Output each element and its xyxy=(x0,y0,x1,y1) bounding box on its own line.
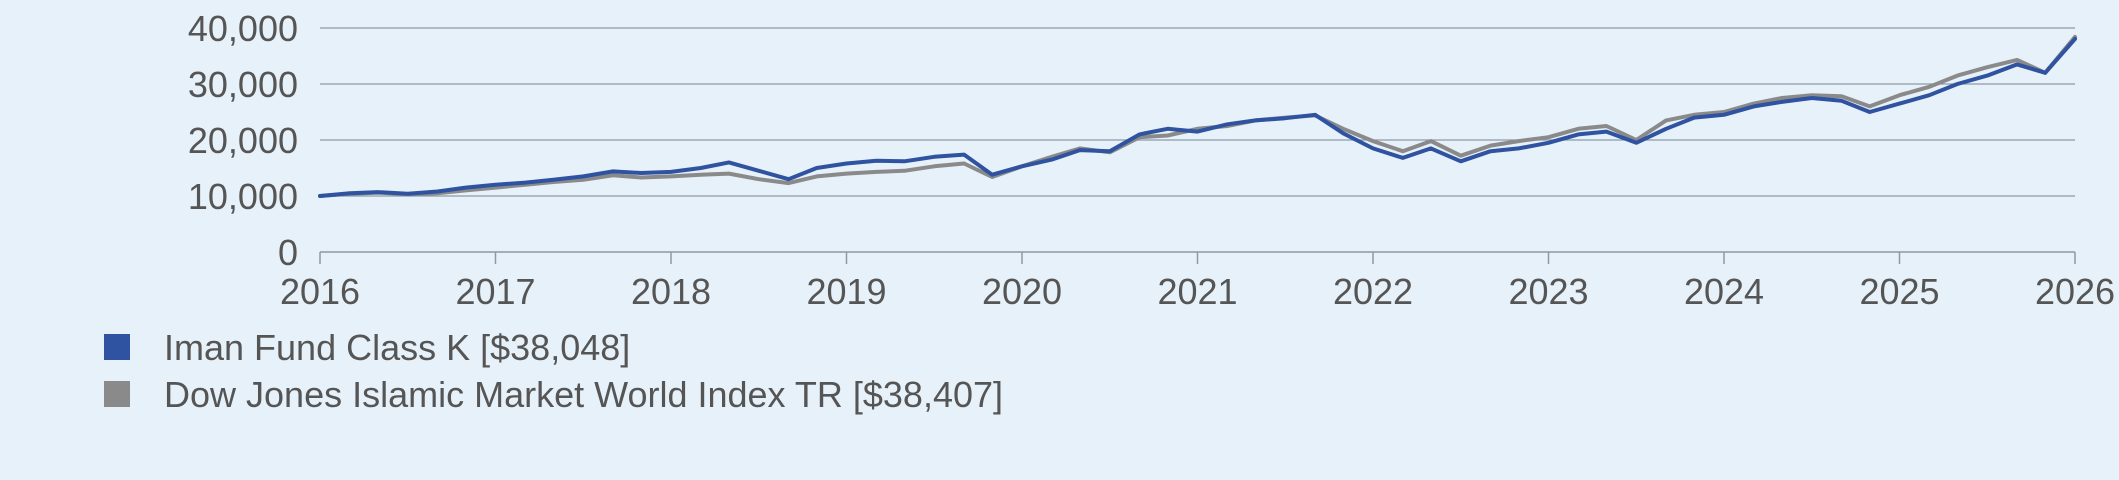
x-tick-label: 2016 xyxy=(280,271,360,312)
x-tick-label: 2020 xyxy=(982,271,1062,312)
y-tick-label: 30,000 xyxy=(188,64,298,105)
y-tick-label: 20,000 xyxy=(188,120,298,161)
series-lines xyxy=(318,34,2077,198)
x-tick-label: 2025 xyxy=(1859,271,1939,312)
x-tick-label: 2026 xyxy=(2035,271,2115,312)
y-tick-label: 0 xyxy=(278,232,298,273)
series-line-2 xyxy=(318,34,2077,198)
legend-label-2: Dow Jones Islamic Market World Index TR … xyxy=(164,374,1003,415)
legend: Iman Fund Class K [$38,048] Dow Jones Isl… xyxy=(104,327,1003,415)
x-tick-label: 2023 xyxy=(1508,271,1588,312)
x-tick-label: 2024 xyxy=(1684,271,1764,312)
series-line-1 xyxy=(318,36,2077,198)
gridlines xyxy=(320,27,2075,197)
x-tick-label: 2022 xyxy=(1333,271,1413,312)
legend-swatch-2 xyxy=(104,381,130,407)
x-tick-label: 2019 xyxy=(806,271,886,312)
x-tick-label: 2017 xyxy=(455,271,535,312)
legend-label-1: Iman Fund Class K [$38,048] xyxy=(164,327,630,368)
x-tick-label: 2021 xyxy=(1157,271,1237,312)
axes: 0 10,000 20,000 30,000 40,000 2016 2017 2018 201… xyxy=(188,8,2115,312)
y-tick-label: 40,000 xyxy=(188,8,298,49)
legend-swatch-1 xyxy=(104,334,130,360)
y-tick-label: 10,000 xyxy=(188,176,298,217)
x-tick-label: 2018 xyxy=(631,271,711,312)
